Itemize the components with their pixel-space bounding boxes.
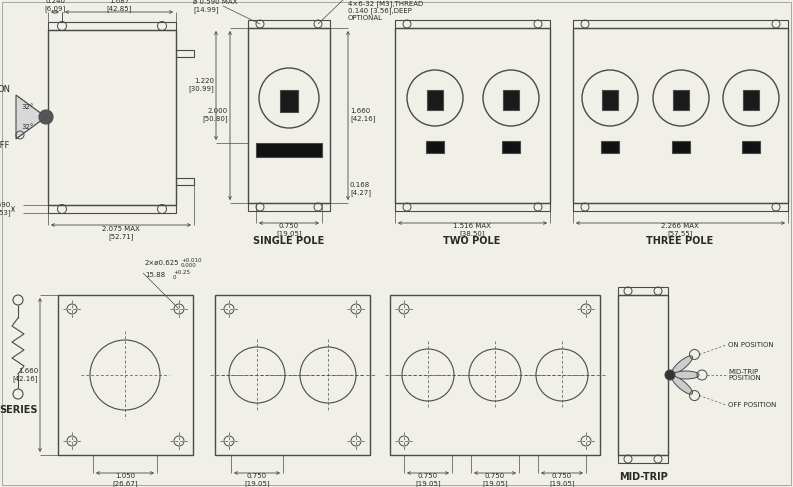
Text: SINGLE POLE: SINGLE POLE: [254, 236, 324, 246]
Bar: [395, 203, 550, 211]
Text: 0.750
[19.05]: 0.750 [19.05]: [482, 473, 508, 487]
Bar: [256, 143, 322, 157]
Text: 4×6-32 [M3],THREAD
0.140 [3.56],DEEP
OPTIONAL: 4×6-32 [M3],THREAD 0.140 [3.56],DEEP OPT…: [348, 0, 423, 21]
Text: OFF: OFF: [0, 141, 10, 150]
Bar: [602, 90, 618, 110]
Bar: [427, 90, 443, 110]
Bar: [426, 141, 444, 153]
Text: 1.660
[42.16]: 1.660 [42.16]: [13, 368, 38, 382]
Text: ON: ON: [0, 85, 10, 94]
Polygon shape: [16, 95, 46, 139]
Bar: [672, 141, 690, 153]
Text: MID-TRIP: MID-TRIP: [619, 472, 668, 482]
Text: 2×ø0.625: 2×ø0.625: [145, 260, 179, 266]
Text: SERIES: SERIES: [0, 405, 37, 415]
Text: 2.266 MAX
[57.55]: 2.266 MAX [57.55]: [661, 223, 699, 237]
Text: 1.050
[26.67]: 1.050 [26.67]: [112, 473, 138, 487]
Text: 32°: 32°: [22, 104, 34, 110]
Text: 0.750
[19.05]: 0.750 [19.05]: [416, 473, 441, 487]
Text: ø 0.590 MAX
[14.99]: ø 0.590 MAX [14.99]: [193, 0, 237, 13]
Text: 2.075 MAX
[52.71]: 2.075 MAX [52.71]: [102, 226, 140, 240]
Bar: [503, 90, 519, 110]
Text: OFF POSITION: OFF POSITION: [728, 402, 776, 408]
Bar: [573, 20, 788, 28]
Bar: [280, 90, 298, 112]
Bar: [502, 141, 520, 153]
Text: 1.660
[42.16]: 1.660 [42.16]: [350, 108, 376, 122]
Text: +0.25
0: +0.25 0: [173, 270, 190, 281]
Bar: [176, 50, 194, 57]
Bar: [742, 141, 760, 153]
Bar: [618, 455, 668, 463]
Text: 0.750
[19.05]: 0.750 [19.05]: [276, 223, 302, 237]
Text: 1.220
[30.99]: 1.220 [30.99]: [188, 78, 214, 92]
Bar: [48, 205, 176, 213]
Text: 0.168
[4.27]: 0.168 [4.27]: [350, 182, 371, 196]
Text: 32°: 32°: [22, 124, 34, 130]
Circle shape: [39, 110, 53, 124]
Ellipse shape: [673, 371, 699, 379]
Text: TWO POLE: TWO POLE: [443, 236, 500, 246]
Ellipse shape: [672, 356, 692, 374]
Text: THREE POLE: THREE POLE: [646, 236, 714, 246]
Text: 0.690
[17.53]: 0.690 [17.53]: [0, 202, 11, 216]
Text: 15.88: 15.88: [145, 272, 165, 278]
Bar: [48, 22, 176, 30]
Bar: [601, 141, 619, 153]
Bar: [176, 178, 194, 185]
Bar: [390, 295, 600, 455]
Bar: [395, 28, 550, 203]
Text: ON POSITION: ON POSITION: [728, 342, 774, 348]
Bar: [395, 20, 550, 28]
Circle shape: [665, 370, 675, 380]
Bar: [573, 28, 788, 203]
Bar: [673, 90, 689, 110]
Text: 0.750
[19.05]: 0.750 [19.05]: [244, 473, 270, 487]
Bar: [215, 295, 370, 455]
Bar: [58, 295, 193, 455]
Bar: [248, 203, 330, 211]
Text: 0.750
[19.05]: 0.750 [19.05]: [550, 473, 575, 487]
Text: 1.516 MAX
[38.50]: 1.516 MAX [38.50]: [453, 223, 491, 237]
Bar: [573, 203, 788, 211]
Text: 0.240
[6.09]: 0.240 [6.09]: [44, 0, 66, 12]
Bar: [743, 90, 759, 110]
Bar: [618, 295, 668, 455]
Text: 2.000
[50.80]: 2.000 [50.80]: [202, 108, 228, 122]
Bar: [248, 28, 330, 203]
Ellipse shape: [672, 376, 692, 394]
Bar: [248, 20, 330, 28]
Bar: [618, 287, 668, 295]
Text: 1.687
[42.85]: 1.687 [42.85]: [106, 0, 132, 12]
Text: MID-TRIP
POSITION: MID-TRIP POSITION: [728, 369, 760, 381]
Text: +0.010
0.000: +0.010 0.000: [181, 258, 201, 268]
Bar: [48, 30, 176, 205]
